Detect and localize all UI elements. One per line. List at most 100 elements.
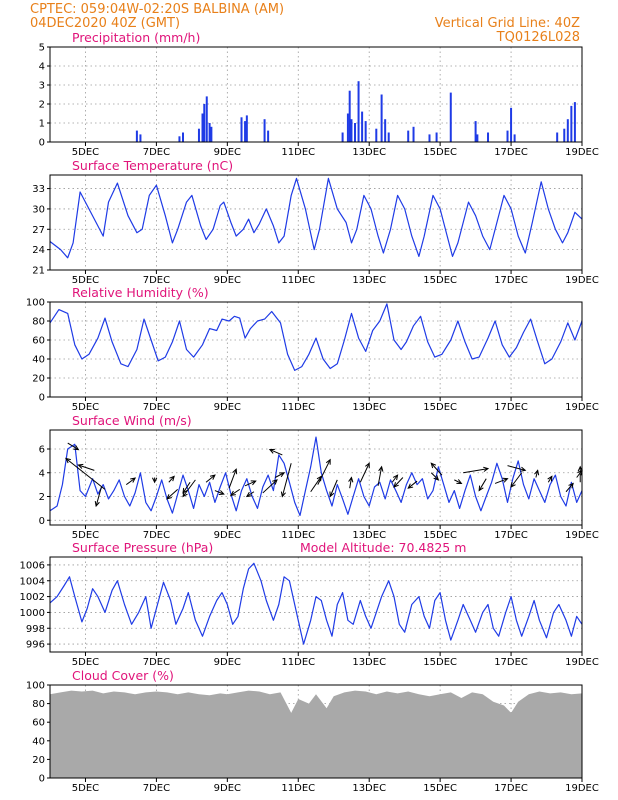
pressure-ytick-label: 1006 [20, 560, 45, 571]
cloud-cover-area [50, 690, 582, 778]
wind-arrow-shaft [547, 476, 553, 483]
precip-bar [563, 128, 566, 142]
wind-arrow-shaft [393, 477, 404, 488]
precipitation-xtick-label: 13DEC [352, 147, 386, 158]
cloud-cover-xtick-label: 13DEC [352, 783, 386, 794]
wind-arrow-head [547, 475, 553, 482]
pressure-xtick-label: 5DEC [72, 657, 99, 668]
cloud-cover-ytick-label: 60 [32, 718, 45, 729]
wind-arrow [454, 479, 463, 484]
pressure-ytick-label: 1000 [20, 608, 45, 619]
precip-bar [449, 92, 452, 142]
wind-arrow [245, 491, 255, 498]
wind-arrow-head [268, 448, 275, 454]
wind-arrow [168, 475, 175, 483]
wind-arrow-head [218, 490, 225, 495]
wind-arrow [430, 462, 443, 476]
wind-arrow [310, 475, 322, 493]
precip-bar [556, 132, 559, 142]
wind-arrow [205, 474, 216, 483]
wind-arrow-shaft [125, 477, 136, 486]
pressure-title: Surface Pressure (hPa) [72, 540, 213, 555]
wind-arrow-shaft [182, 479, 196, 497]
temperature-ytick-label: 21 [32, 266, 45, 277]
wind-arrow-shaft [65, 458, 106, 490]
wind-arrow [407, 480, 418, 489]
precipitation-ytick-label: 2 [39, 100, 45, 111]
wind-arrow-shaft [454, 479, 462, 484]
humidity-ytick-label: 40 [32, 355, 45, 366]
wind-arrow [65, 457, 106, 490]
wind-arrow-head [520, 466, 527, 472]
precip-bar [182, 132, 184, 142]
precip-bar [210, 126, 213, 142]
precip-bar [380, 94, 383, 142]
temperature-ytick-label: 30 [32, 204, 45, 215]
wind-arrow-head [169, 475, 175, 482]
wind-arrow [274, 472, 286, 478]
wind-arrow-shaft [281, 463, 292, 497]
precip-bar [341, 132, 344, 142]
wind-arrow-head [348, 476, 354, 483]
wind-arrow-shaft [78, 464, 95, 471]
wind-ytick-label: 2 [39, 492, 45, 503]
precip-bar [203, 104, 206, 142]
wind-xtick-label: 5DEC [72, 530, 99, 541]
humidity-xtick-label: 11DEC [281, 402, 315, 413]
cloud-cover-ytick-label: 100 [26, 681, 45, 692]
wind-panel: 0 2 4 6 5DEC 7DEC 9DEC 11DEC 13DEC 15DEC 17DEC 19DE… [39, 413, 599, 541]
wind-arrow-head [152, 477, 158, 484]
humidity-xtick-label: 17DEC [494, 402, 528, 413]
wind-arrow-shaft [95, 486, 102, 507]
wind-xtick-label: 17DEC [494, 530, 528, 541]
precip-bar [510, 107, 513, 142]
temperature-ytick-label: 33 [32, 184, 45, 195]
wind-xtick-label: 15DEC [423, 530, 457, 541]
cloud-cover-xtick-label: 17DEC [494, 783, 528, 794]
wind-arrow-head [94, 500, 100, 508]
wind-arrow-shaft [67, 442, 79, 451]
humidity-frame [49, 301, 583, 398]
pressure-panel: 996 998 1000 1002 1004 1006 5DEC 7DEC 9DEC 11DEC 1… [20, 540, 599, 668]
wind-arrow-head [166, 494, 172, 500]
cloud-cover-ytick-label: 20 [32, 755, 45, 766]
precip-bar [513, 134, 516, 142]
wind-arrow [152, 477, 158, 484]
temperature-xtick-label: 19DEC [565, 275, 599, 286]
wind-arrow-shaft [274, 472, 285, 478]
wind-xtick-label: 7DEC [143, 530, 170, 541]
wind-arrow-shaft [377, 466, 383, 486]
wind-arrow [268, 448, 283, 456]
wind-arrow [547, 475, 553, 483]
wind-arrow [262, 479, 278, 494]
wind-arrow-shaft [349, 477, 352, 489]
wind-arrow-shaft [359, 463, 370, 483]
wind-arrow [463, 466, 490, 474]
precip-bar [573, 102, 576, 142]
wind-arrow-head [182, 487, 188, 494]
wind-arrow-shaft [246, 491, 255, 497]
precip-bar [412, 126, 415, 142]
precip-bar [474, 121, 477, 142]
wind-arrow [125, 477, 137, 486]
pressure-xtick-label: 17DEC [494, 657, 528, 668]
header-grid-line: Vertical Grid Line: 40Z [435, 16, 580, 31]
wind-arrow-head [77, 463, 84, 469]
wind-arrow-head [229, 490, 236, 496]
precip-bar [476, 134, 479, 142]
temperature-panel: 21 24 27 30 33 5DEC 7DEC 9DEC 11DEC 13DEC 15DEC 17D… [32, 158, 599, 286]
precip-bar [135, 130, 138, 142]
precip-bar [139, 134, 142, 142]
wind-arrow-head [456, 479, 463, 484]
wind-arrow-shaft [430, 472, 439, 481]
wind-arrow-head [232, 468, 238, 475]
wind-arrow-head [365, 462, 370, 469]
cloud-cover-xtick-label: 11DEC [281, 783, 315, 794]
precip-bar [354, 123, 357, 142]
precip-bar [350, 119, 353, 142]
precip-bar [570, 105, 573, 142]
wind-arrow-shaft [576, 470, 583, 478]
wind-arrow-shaft [478, 478, 487, 491]
wind-arrow [214, 490, 225, 495]
precip-bar [407, 130, 410, 142]
